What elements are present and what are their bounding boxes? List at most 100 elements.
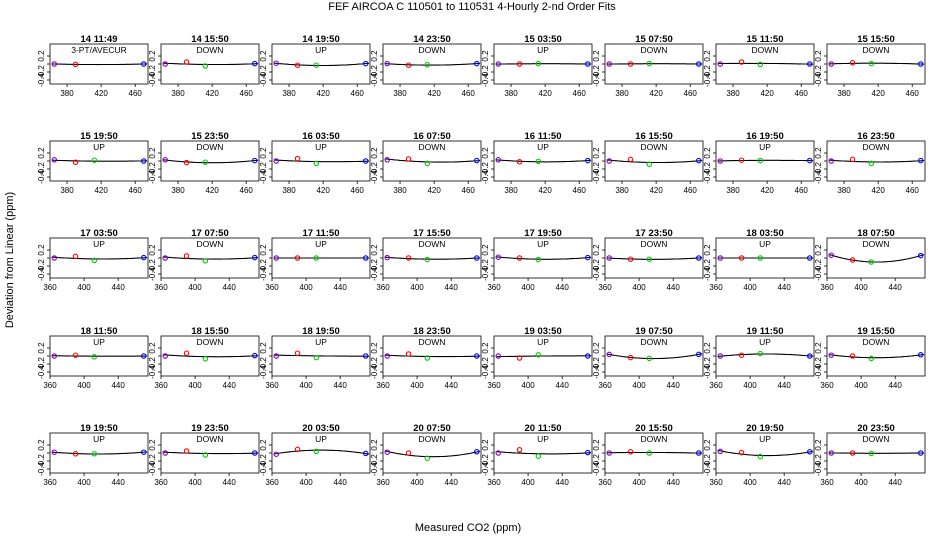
panel-title: 15 03:50	[524, 34, 562, 45]
panel-title: 17 23:50	[635, 228, 673, 239]
y-tick-label: 0.2	[37, 147, 46, 159]
panel-title: 20 23:50	[857, 423, 895, 434]
y-tick-label: -0.2	[148, 259, 157, 273]
panel-label: DOWN	[863, 337, 890, 347]
y-tick-label: -0.2	[370, 357, 379, 371]
x-tick-label: 440	[444, 478, 458, 487]
mid2-standard-point	[424, 455, 431, 461]
x-tick-label: 460	[795, 89, 809, 98]
mid2-standard-point	[757, 350, 764, 357]
low-standard-point	[273, 353, 280, 359]
y-tick-label: 0.2	[37, 244, 46, 256]
x-tick-label: 360	[265, 283, 279, 292]
mid1-standard-point	[849, 257, 856, 263]
y-tick-label: 0.2	[259, 244, 268, 256]
high-standard-point	[140, 61, 147, 67]
y-tick-label: -0.4	[481, 267, 490, 281]
high-standard-point	[917, 450, 924, 456]
panel-label: UP	[537, 239, 549, 249]
mid2-standard-point	[757, 255, 764, 261]
x-tick-label: 420	[94, 89, 108, 98]
x-tick-label: 400	[77, 283, 91, 292]
low-standard-point	[495, 353, 502, 359]
panel-title: 18 23:50	[413, 326, 451, 337]
y-tick-label: -0.4	[37, 365, 46, 379]
low-standard-point	[495, 157, 502, 163]
x-tick-label: 360	[43, 478, 57, 487]
y-tick-label: -0.2	[592, 259, 601, 273]
high-standard-point	[251, 352, 258, 359]
y-tick-label: -0.4	[814, 365, 823, 379]
panel-title: 16 19:50	[746, 131, 784, 142]
mid2-standard-point	[202, 63, 209, 69]
mid1-standard-point	[516, 255, 523, 261]
high-standard-point	[584, 61, 591, 67]
mid1-standard-point	[72, 451, 79, 457]
x-tick-label: 420	[649, 89, 663, 98]
panel-title: 15 23:50	[191, 131, 229, 142]
low-standard-point	[51, 449, 58, 455]
mid1-standard-point	[849, 156, 856, 163]
x-tick-label: 460	[351, 89, 365, 98]
y-tick-label: -0.2	[814, 259, 823, 273]
mid1-standard-point	[72, 159, 79, 165]
panel-label: UP	[315, 142, 327, 152]
y-tick-label: -0.2	[148, 65, 157, 79]
high-standard-point	[473, 60, 480, 67]
high-standard-point	[695, 450, 702, 456]
panel-label: DOWN	[641, 239, 668, 249]
x-tick-label: 400	[743, 283, 757, 292]
low-standard-point	[51, 255, 58, 261]
y-tick-label: -0.4	[259, 73, 268, 87]
x-tick-label: 440	[111, 478, 125, 487]
y-tick-label: -0.2	[592, 454, 601, 468]
mid2-standard-point	[868, 60, 875, 67]
y-tick-label: -0.2	[703, 65, 712, 79]
fit-curve	[828, 159, 925, 163]
x-tick-label: 400	[188, 283, 202, 292]
x-tick-label: 420	[427, 186, 441, 195]
y-tick-label: -0.4	[148, 267, 157, 281]
x-tick-label: 400	[632, 381, 646, 390]
x-tick-label: 400	[410, 381, 424, 390]
x-tick-label: 420	[94, 186, 108, 195]
y-tick-label: 0.2	[592, 342, 601, 354]
mid2-standard-point	[646, 256, 653, 262]
x-tick-label: 460	[795, 186, 809, 195]
y-tick-label: 0.2	[703, 50, 712, 62]
y-tick-label: -0.4	[370, 73, 379, 87]
fit-curve	[606, 451, 703, 454]
high-standard-point	[917, 352, 924, 358]
x-tick-label: 440	[777, 381, 791, 390]
fit-curve	[51, 256, 148, 260]
y-tick-label: -0.2	[703, 259, 712, 273]
mid1-standard-point	[72, 253, 79, 260]
y-tick-label: -0.4	[370, 462, 379, 476]
panel-label: UP	[759, 239, 771, 249]
low-standard-point	[606, 255, 613, 261]
x-tick-label: 380	[171, 186, 185, 195]
fit-curve	[828, 353, 925, 359]
y-tick-label: 0.2	[37, 439, 46, 451]
x-tick-label: 440	[222, 283, 236, 292]
low-standard-point	[717, 61, 724, 67]
low-standard-point	[828, 450, 835, 456]
high-standard-point	[584, 449, 591, 456]
fit-curve	[717, 62, 814, 65]
low-standard-point	[828, 158, 835, 164]
panel-label: DOWN	[752, 45, 779, 55]
y-tick-label: 0.2	[259, 342, 268, 354]
panel-label: DOWN	[863, 434, 890, 444]
panel-label: UP	[759, 142, 771, 152]
panel-title: 17 11:50	[303, 228, 340, 239]
low-standard-point	[384, 157, 391, 163]
x-tick-label: 400	[188, 478, 202, 487]
x-tick-label: 380	[837, 89, 851, 98]
